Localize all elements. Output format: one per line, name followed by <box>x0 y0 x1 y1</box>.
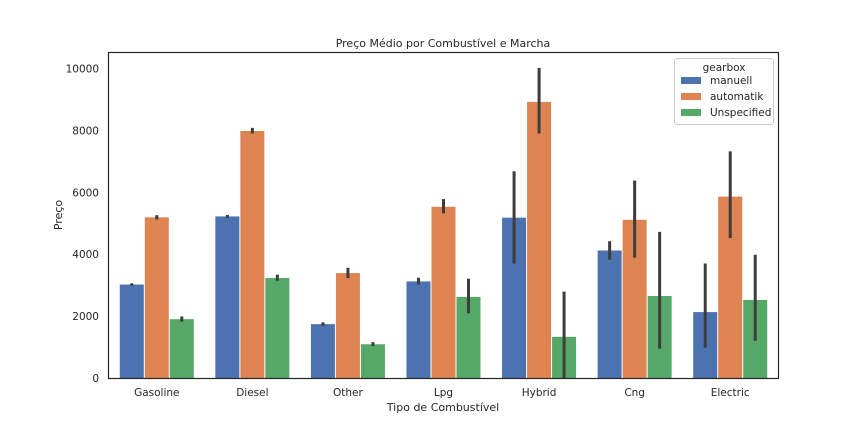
x-tick-label-lpg: Lpg <box>434 387 453 399</box>
x-axis-label: Tipo de Combustível <box>386 401 499 414</box>
bar-lpg-manuell <box>406 281 431 378</box>
x-tick-label-hybrid: Hybrid <box>522 387 557 399</box>
bar-lpg-automatik <box>431 206 456 378</box>
legend-swatch-automatik <box>681 93 701 100</box>
bar-gasoline-manuell <box>119 284 144 378</box>
error-bars-layer <box>130 67 757 378</box>
chart-title: Preço Médio por Combustível e Marcha <box>336 37 551 50</box>
bar-other-unspecified <box>360 344 385 378</box>
x-tick-label-electric: Electric <box>711 387 750 399</box>
bar-hybrid-automatik <box>527 101 552 379</box>
y-tick-label-6000: 6000 <box>72 187 99 199</box>
y-tick-label-2000: 2000 <box>72 311 99 323</box>
x-tick-label-gasoline: Gasoline <box>134 387 179 399</box>
x-tick-label-cng: Cng <box>624 387 645 399</box>
bar-diesel-manuell <box>215 216 240 378</box>
y-tick-label-0: 0 <box>92 373 99 385</box>
bar-other-automatik <box>335 273 360 378</box>
bar-hybrid-manuell <box>502 217 527 378</box>
legend-swatch-manuell <box>681 77 701 84</box>
plot-frame <box>107 51 780 380</box>
bar-diesel-unspecified <box>265 278 290 378</box>
legend: gearbox manuell automatik Unspecified <box>674 58 774 125</box>
legend-label-automatik: automatik <box>710 91 764 103</box>
y-tick-label-4000: 4000 <box>72 249 99 261</box>
bar-other-manuell <box>310 324 335 378</box>
legend-title: gearbox <box>703 62 746 74</box>
y-tick-labels: 0 2000 4000 6000 8000 10000 <box>66 63 99 385</box>
y-tick-label-8000: 8000 <box>72 125 99 137</box>
x-tick-label-diesel: Diesel <box>236 387 268 399</box>
bar-cng-manuell <box>597 250 622 378</box>
y-axis-label: Preço <box>52 200 65 231</box>
bar-gasoline-automatik <box>144 217 169 378</box>
legend-box <box>674 58 774 125</box>
legend-label-unspecified: Unspecified <box>710 107 771 119</box>
legend-swatch-unspecified <box>681 109 701 116</box>
bars-layer <box>119 101 768 379</box>
x-tick-labels: Gasoline Diesel Other Lpg Hybrid Cng Electric <box>134 387 750 399</box>
bar-diesel-automatik <box>240 131 265 378</box>
bar-gasoline-unspecified <box>169 319 194 378</box>
y-tick-label-10000: 10000 <box>66 63 99 75</box>
legend-items: manuell automatik Unspecified <box>681 75 771 119</box>
legend-label-manuell: manuell <box>710 75 752 87</box>
x-tick-label-other: Other <box>333 387 363 399</box>
